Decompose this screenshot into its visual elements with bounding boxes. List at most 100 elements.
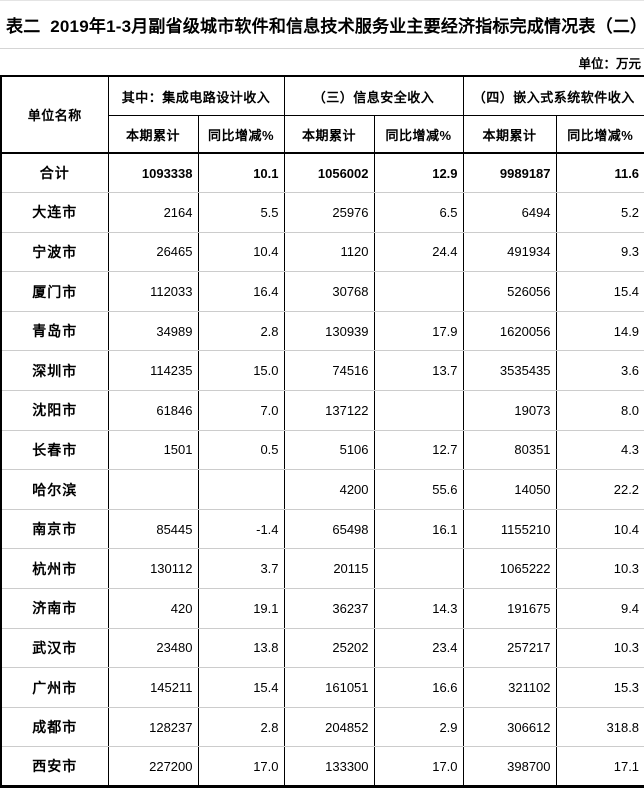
value-cell: 1120 bbox=[283, 232, 375, 273]
value-cell: 2.9 bbox=[373, 707, 464, 748]
value-cell: 257217 bbox=[462, 628, 557, 669]
indicators-table: 单位名称 其中：集成电路设计收入 （三）信息安全收入 （四）嵌入式系统软件收入 … bbox=[0, 75, 644, 788]
value-cell: 10.3 bbox=[555, 628, 644, 669]
value-cell: 10.4 bbox=[555, 509, 644, 550]
value-cell: 2.8 bbox=[197, 311, 285, 352]
city-name-cell: 南京市 bbox=[0, 509, 109, 550]
city-name-cell: 深圳市 bbox=[0, 350, 109, 392]
value-cell: 85445 bbox=[107, 509, 199, 550]
value-cell: 5106 bbox=[283, 430, 375, 471]
value-cell: 1620056 bbox=[462, 311, 557, 352]
value-cell: 36237 bbox=[283, 588, 375, 629]
value-cell: 5.5 bbox=[197, 192, 285, 233]
subheader-ic-yoy: 同比增减% bbox=[197, 115, 285, 154]
value-cell: 34989 bbox=[107, 311, 199, 352]
value-cell: 112033 bbox=[107, 271, 199, 312]
value-cell: 9.4 bbox=[555, 588, 644, 629]
value-cell: 321102 bbox=[462, 667, 557, 708]
value-cell: 65498 bbox=[283, 509, 375, 550]
subheader-emb-yoy: 同比增减% bbox=[555, 115, 644, 154]
value-cell: 1056002 bbox=[283, 153, 375, 194]
subheader-sec-yoy: 同比增减% bbox=[373, 115, 464, 154]
table-header: 单位名称 其中：集成电路设计收入 （三）信息安全收入 （四）嵌入式系统软件收入 … bbox=[0, 75, 644, 154]
table-row: 西安市 227200 17.0 133300 17.0 398700 17.1 bbox=[0, 746, 644, 787]
value-cell: 398700 bbox=[462, 746, 557, 787]
value-cell: 1501 bbox=[107, 430, 199, 471]
value-cell: 2164 bbox=[107, 192, 199, 233]
value-cell bbox=[107, 469, 199, 510]
value-cell: 13.7 bbox=[373, 350, 464, 392]
value-cell: 6.5 bbox=[373, 192, 464, 233]
city-name-cell: 广州市 bbox=[0, 667, 109, 708]
value-cell: 114235 bbox=[107, 350, 199, 392]
value-cell: 15.4 bbox=[555, 271, 644, 312]
value-cell: -1.4 bbox=[197, 509, 285, 550]
value-cell: 133300 bbox=[283, 746, 375, 787]
value-cell: 11.6 bbox=[555, 153, 644, 194]
value-cell: 191675 bbox=[462, 588, 557, 629]
table-row: 大连市 2164 5.5 25976 6.5 6494 5.2 bbox=[0, 192, 644, 233]
table-body: 合计 1093338 10.1 1056002 12.9 9989187 11.6 大连市 21… bbox=[0, 153, 644, 787]
city-name-cell: 沈阳市 bbox=[0, 390, 109, 431]
city-name-cell: 哈尔滨 bbox=[0, 469, 109, 510]
city-name-cell: 成都市 bbox=[0, 707, 109, 748]
value-cell: 3.6 bbox=[555, 350, 644, 392]
value-cell bbox=[373, 271, 464, 312]
unit-label: 单位：万元 bbox=[578, 56, 641, 71]
value-cell: 16.4 bbox=[197, 271, 285, 312]
table-row: 哈尔滨 4200 55.6 14050 22.2 bbox=[0, 469, 644, 510]
value-cell: 420 bbox=[107, 588, 199, 629]
value-cell: 17.0 bbox=[373, 746, 464, 787]
value-cell: 12.7 bbox=[373, 430, 464, 471]
value-cell: 14.3 bbox=[373, 588, 464, 629]
subheader-ic-current: 本期累计 bbox=[107, 115, 199, 154]
city-name-cell: 宁波市 bbox=[0, 232, 109, 273]
value-cell: 19.1 bbox=[197, 588, 285, 629]
value-cell: 16.6 bbox=[373, 667, 464, 708]
value-cell: 306612 bbox=[462, 707, 557, 748]
subheader-emb-current: 本期累计 bbox=[462, 115, 557, 154]
table-row: 深圳市 114235 15.0 74516 13.7 3535435 3.6 bbox=[0, 350, 644, 392]
city-name-cell: 合计 bbox=[0, 153, 109, 194]
table-row: 广州市 145211 15.4 161051 16.6 321102 15.3 bbox=[0, 667, 644, 708]
value-cell: 55.6 bbox=[373, 469, 464, 510]
value-cell: 16.1 bbox=[373, 509, 464, 550]
value-cell: 8.0 bbox=[555, 390, 644, 431]
table-row: 成都市 128237 2.8 204852 2.9 306612 318.8 bbox=[0, 707, 644, 748]
value-cell: 130939 bbox=[283, 311, 375, 352]
value-cell: 25202 bbox=[283, 628, 375, 669]
value-cell bbox=[197, 469, 285, 510]
header-group-info-security: （三）信息安全收入 bbox=[283, 75, 464, 116]
value-cell bbox=[373, 548, 464, 590]
value-cell: 4.3 bbox=[555, 430, 644, 471]
value-cell: 3535435 bbox=[462, 350, 557, 392]
city-name-cell: 西安市 bbox=[0, 746, 109, 787]
value-cell: 17.1 bbox=[555, 746, 644, 787]
value-cell: 526056 bbox=[462, 271, 557, 312]
value-cell: 23.4 bbox=[373, 628, 464, 669]
value-cell: 19073 bbox=[462, 390, 557, 431]
city-name-cell: 杭州市 bbox=[0, 548, 109, 590]
value-cell: 318.8 bbox=[555, 707, 644, 748]
value-cell: 15.4 bbox=[197, 667, 285, 708]
city-name-cell: 厦门市 bbox=[0, 271, 109, 312]
value-cell: 3.7 bbox=[197, 548, 285, 590]
table-row: 宁波市 26465 10.4 1120 24.4 491934 9.3 bbox=[0, 232, 644, 273]
value-cell bbox=[373, 390, 464, 431]
value-cell: 20115 bbox=[283, 548, 375, 590]
page-title: 表二 2019年1-3月副省级城市软件和信息技术服务业主要经济指标完成情况表（二… bbox=[6, 17, 644, 36]
value-cell: 74516 bbox=[283, 350, 375, 392]
value-cell: 1155210 bbox=[462, 509, 557, 550]
value-cell: 15.0 bbox=[197, 350, 285, 392]
unit-row: 单位：万元 bbox=[0, 49, 644, 75]
value-cell: 130112 bbox=[107, 548, 199, 590]
value-cell: 22.2 bbox=[555, 469, 644, 510]
value-cell: 13.8 bbox=[197, 628, 285, 669]
value-cell: 17.9 bbox=[373, 311, 464, 352]
value-cell: 5.2 bbox=[555, 192, 644, 233]
value-cell: 7.0 bbox=[197, 390, 285, 431]
value-cell: 10.1 bbox=[197, 153, 285, 194]
value-cell: 30768 bbox=[283, 271, 375, 312]
table-row: 南京市 85445 -1.4 65498 16.1 1155210 10.4 bbox=[0, 509, 644, 550]
